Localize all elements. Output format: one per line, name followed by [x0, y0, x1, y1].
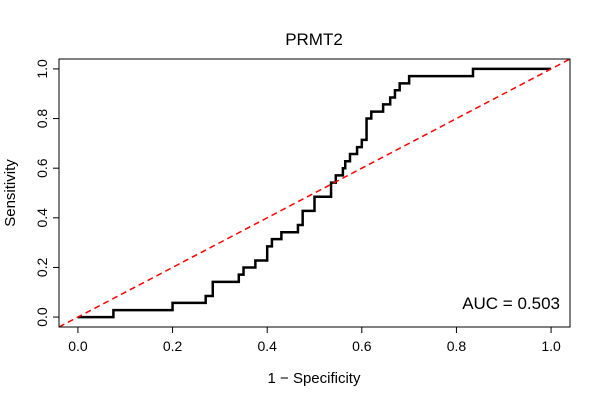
y-axis: 0.0 0.2 0.4 0.6 0.8 1.0: [34, 59, 60, 327]
y-tick-label: 0.6: [34, 158, 50, 178]
y-axis-label: Sensitivity: [2, 159, 19, 227]
plot-area: [58, 58, 571, 328]
y-tick-label: 0.4: [34, 208, 50, 228]
reference-diagonal-line: [58, 58, 571, 328]
chart-title: PRMT2: [285, 30, 343, 49]
x-axis: 0.0 0.2 0.4 0.6 0.8 1.0: [68, 326, 561, 354]
y-tick-label: 1.0: [34, 59, 50, 79]
x-tick-label: 0.0: [68, 338, 88, 354]
x-tick-label: 1.0: [541, 338, 561, 354]
x-tick-label: 0.6: [352, 338, 372, 354]
auc-annotation: AUC = 0.503: [462, 294, 560, 313]
x-tick-label: 0.2: [163, 338, 183, 354]
y-tick-label: 0.2: [34, 258, 50, 278]
x-axis-label: 1 − Specificity: [268, 370, 361, 387]
x-tick-label: 0.4: [257, 338, 277, 354]
x-tick-label: 0.8: [447, 338, 467, 354]
y-tick-label: 0.0: [34, 307, 50, 327]
y-tick-label: 0.8: [34, 109, 50, 129]
